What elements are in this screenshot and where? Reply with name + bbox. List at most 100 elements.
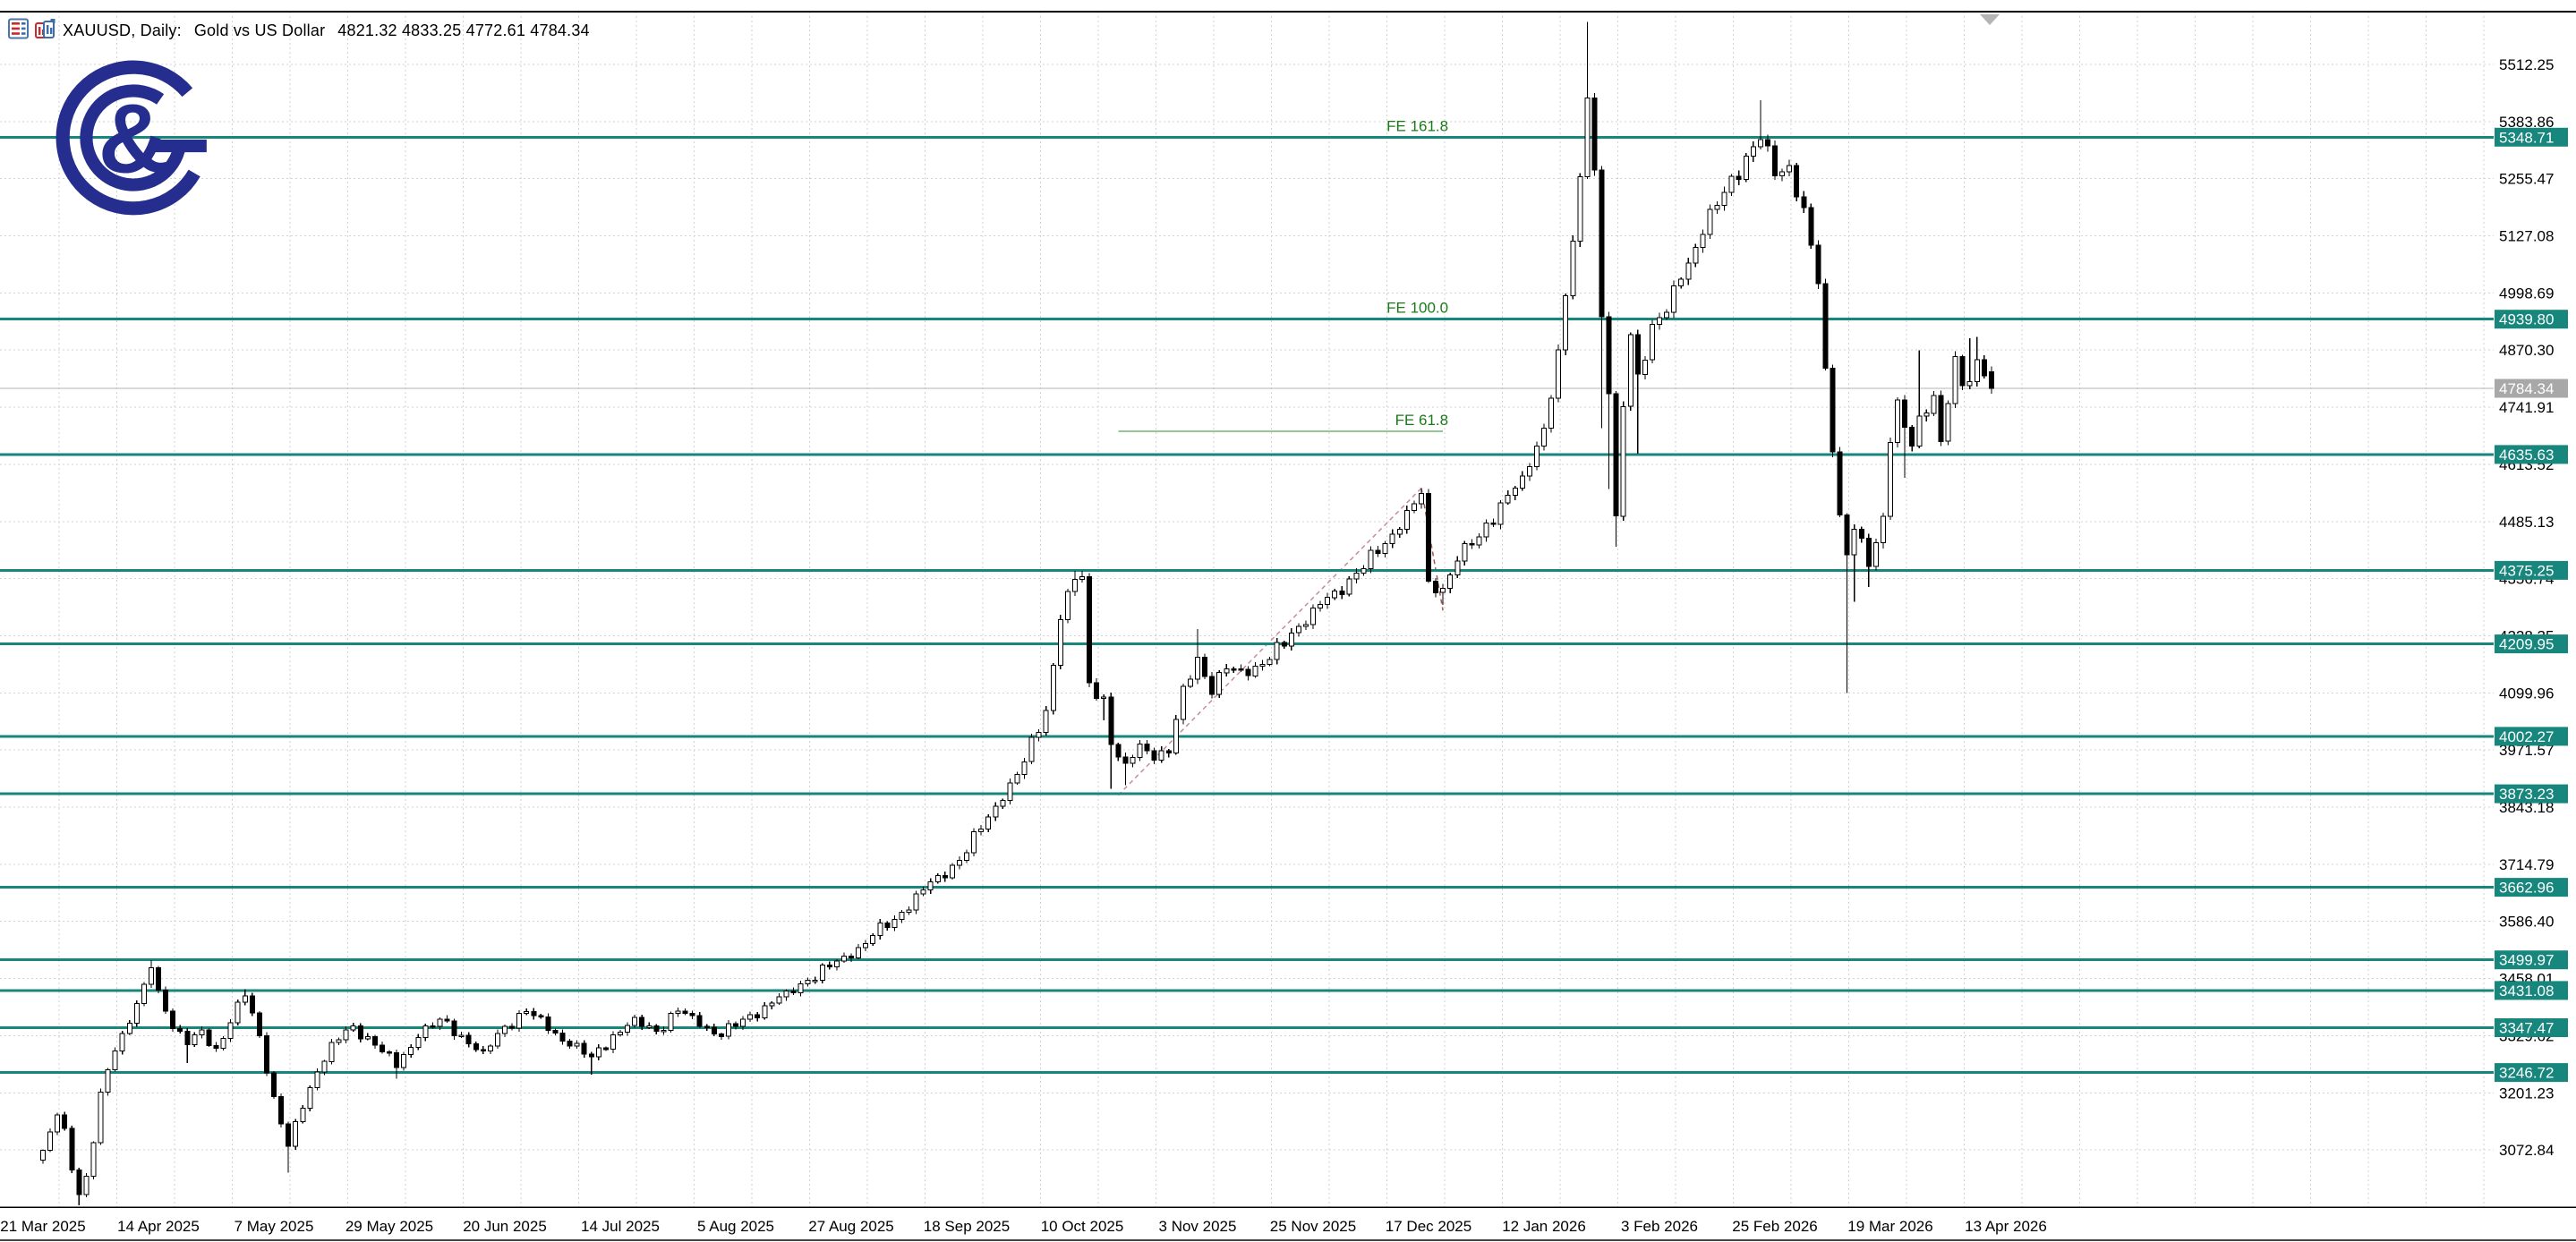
candle[interactable] [156,966,161,991]
candle[interactable] [1389,533,1395,545]
candle[interactable] [343,1029,349,1041]
candle[interactable] [1361,567,1367,574]
candle[interactable] [1757,139,1763,148]
candle[interactable] [949,864,955,879]
candle[interactable] [906,909,912,913]
candle[interactable] [307,1087,313,1109]
candle[interactable] [625,1025,631,1033]
candle[interactable] [1332,591,1338,599]
candle[interactable] [632,1017,638,1026]
candle[interactable] [704,1025,710,1029]
candle[interactable] [574,1042,580,1047]
candle[interactable] [927,881,934,890]
candle[interactable] [1087,575,1093,684]
candle[interactable] [293,1121,299,1147]
candle[interactable] [595,1047,601,1058]
candle[interactable] [371,1036,378,1046]
candle[interactable] [458,1034,465,1037]
candle[interactable] [1000,799,1006,807]
candle[interactable] [242,995,248,1003]
candle[interactable] [90,1142,97,1177]
candle[interactable] [618,1032,623,1036]
candle[interactable] [1519,475,1525,489]
candle[interactable] [675,1010,681,1015]
candle[interactable] [790,991,797,994]
candle[interactable] [1288,632,1294,647]
candle[interactable] [1158,750,1164,761]
candle[interactable] [682,1010,688,1015]
candle[interactable] [899,911,905,921]
candle[interactable] [473,1043,479,1051]
price-axis[interactable]: 5512.25 5383.86 5255.47 5127.08 4998.69 4870.… [2495,56,2568,1159]
candle[interactable] [83,1175,90,1195]
candle[interactable] [1071,579,1078,592]
candle[interactable] [1418,492,1424,505]
candle[interactable] [1764,139,1770,147]
candle[interactable] [1353,572,1360,580]
candle[interactable] [364,1036,371,1040]
candle[interactable] [1728,175,1735,193]
candle[interactable] [538,1015,544,1018]
chart-shift-marker[interactable] [1980,14,2000,25]
candle[interactable] [913,893,919,911]
candle[interactable] [1079,575,1085,581]
candle[interactable] [387,1051,392,1054]
candle[interactable] [105,1069,111,1093]
candle[interactable] [1224,668,1230,674]
candle[interactable] [1541,428,1547,447]
candle[interactable] [444,1018,450,1022]
candle[interactable] [661,1029,667,1033]
candle[interactable] [1591,97,1598,171]
candle[interactable] [863,943,869,949]
candle[interactable] [1014,774,1020,784]
candle[interactable] [833,960,840,967]
candle[interactable] [1526,465,1532,477]
candle[interactable] [98,1092,104,1144]
candle[interactable] [1433,581,1439,593]
candle[interactable] [870,935,876,944]
candle[interactable] [1209,676,1215,695]
candle[interactable] [278,1096,285,1125]
candle[interactable] [1281,642,1287,647]
candle[interactable] [733,1023,738,1027]
candle[interactable] [1570,240,1576,297]
candle[interactable] [993,805,999,818]
candle[interactable] [1721,191,1727,206]
candle[interactable] [783,991,789,998]
candle[interactable] [1454,560,1461,575]
candle[interactable] [1865,537,1872,567]
candle[interactable] [408,1047,414,1056]
candle[interactable] [747,1014,754,1020]
candle[interactable] [1563,295,1569,351]
candle[interactable] [877,922,883,937]
candle[interactable] [1259,663,1266,667]
candle[interactable] [1403,510,1410,530]
candle[interactable] [1144,743,1150,752]
candle[interactable] [1952,356,1958,404]
candle[interactable] [227,1022,234,1040]
candle[interactable] [1872,542,1879,567]
candle[interactable] [249,995,255,1014]
candle[interactable] [1505,495,1511,504]
market-watch-icon[interactable] [8,18,29,44]
candle[interactable] [47,1131,54,1152]
candle[interactable] [545,1017,551,1031]
candle[interactable] [1108,696,1114,745]
candle[interactable] [1895,399,1901,444]
candle[interactable] [769,1002,775,1007]
candle[interactable] [1613,393,1619,517]
candle[interactable] [328,1042,335,1062]
candle[interactable] [762,1005,768,1019]
candle[interactable] [1707,208,1713,235]
candle[interactable] [668,1013,674,1031]
candle[interactable] [1043,710,1049,733]
candle[interactable] [1678,278,1685,287]
candle[interactable] [263,1034,269,1074]
candle[interactable] [718,1033,724,1037]
candle[interactable] [1396,528,1403,535]
candle[interactable] [1137,743,1143,759]
candle[interactable] [798,983,804,994]
candle[interactable] [942,875,948,879]
candle[interactable] [1310,608,1316,625]
candle[interactable] [286,1123,292,1147]
